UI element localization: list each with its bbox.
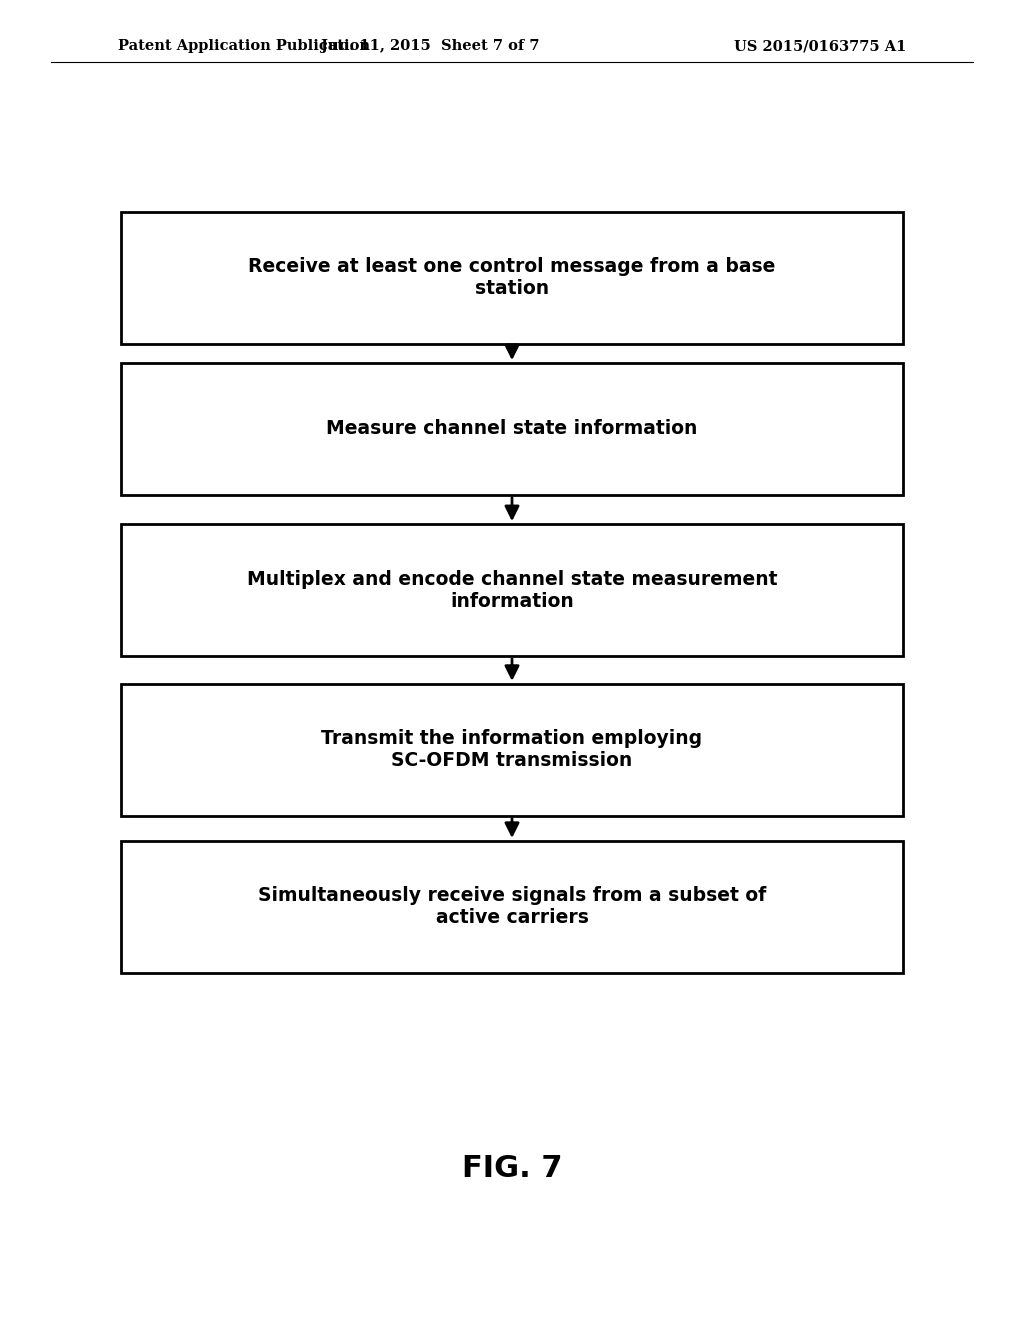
Text: FIG. 7: FIG. 7 [462,1154,562,1183]
Text: US 2015/0163775 A1: US 2015/0163775 A1 [734,40,906,53]
Text: Measure channel state information: Measure channel state information [327,420,697,438]
Bar [121,363,903,495]
Bar [121,213,903,345]
Text: Simultaneously receive signals from a subset of
active carriers: Simultaneously receive signals from a su… [258,886,766,928]
Bar [121,524,903,656]
Bar [121,684,903,816]
Text: Transmit the information employing
SC-OFDM transmission: Transmit the information employing SC-OF… [322,729,702,771]
Text: Patent Application Publication: Patent Application Publication [118,40,370,53]
Text: Multiplex and encode channel state measurement
information: Multiplex and encode channel state measu… [247,569,777,611]
Bar [121,841,903,973]
Text: Jun. 11, 2015  Sheet 7 of 7: Jun. 11, 2015 Sheet 7 of 7 [321,40,540,53]
Text: Receive at least one control message from a base
station: Receive at least one control message fro… [248,257,776,298]
